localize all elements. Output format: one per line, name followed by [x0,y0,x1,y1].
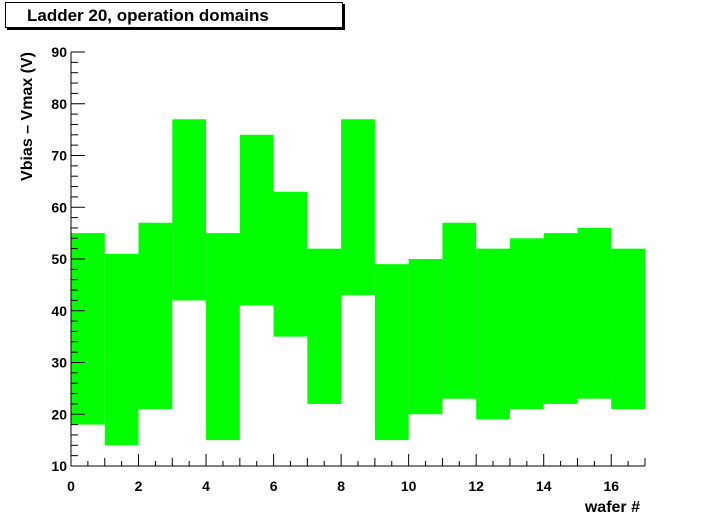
y-tick-label: 80 [51,96,67,112]
y-tick-label: 20 [51,406,67,422]
x-tick-label: 0 [67,478,75,494]
bar-wafer-4 [206,233,240,441]
x-tick-label: 6 [270,478,278,494]
x-tick-label: 10 [401,478,417,494]
bar-wafer-0 [71,233,105,425]
x-tick-label: 4 [202,478,210,494]
bar-wafer-13 [509,238,544,410]
bar-wafer-16 [611,248,645,410]
bar-wafer-2 [138,222,173,410]
y-tick-label: 40 [51,303,67,319]
bar-wafer-5 [239,134,274,306]
bar-wafer-11 [442,222,477,399]
x-tick-label: 2 [135,478,143,494]
bar-wafer-1 [104,253,139,446]
x-axis-label: wafer # [584,499,640,516]
bar-wafer-15 [577,227,612,399]
y-tick-label: 90 [51,44,67,60]
bar-wafer-9 [374,264,409,441]
chart-title-box: Ladder 20, operation domains [5,2,343,28]
x-tick-label: 16 [603,478,619,494]
chart-title: Ladder 20, operation domains [27,6,269,25]
bars-group [71,119,645,446]
y-tick-label: 60 [51,199,67,215]
bar-wafer-12 [476,248,510,420]
bar-wafer-8 [341,119,375,296]
x-tick-label: 14 [536,478,552,494]
y-tick-label: 10 [51,458,67,474]
bar-wafer-6 [273,191,308,337]
x-tick-label: 12 [468,478,484,494]
y-tick-label: 70 [51,148,67,164]
bar-wafer-7 [307,248,342,404]
y-tick-label: 50 [51,251,67,267]
y-tick-label: 30 [51,355,67,371]
bar-wafer-10 [408,259,443,415]
axes-group: 0 2 4 6 8 10 12 14 16 10 20 30 40 50 60 70 80 90 [51,44,646,494]
bar-wafer-14 [543,233,578,404]
y-axis-label: Vbias – Vmax (V) [19,52,36,181]
bar-wafer-3 [172,119,207,301]
x-tick-label: 8 [337,478,345,494]
